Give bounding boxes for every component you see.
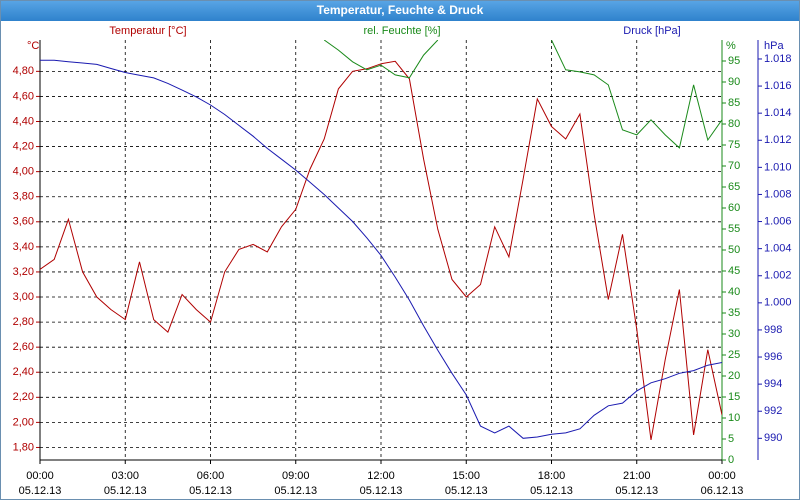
y2-axis-unit: % [726, 40, 736, 52]
x-tick-date: 05.12.13 [615, 485, 658, 497]
x-tick-label: 00:00 [708, 470, 736, 482]
y2-tick-label: 5 [728, 433, 734, 445]
y-tick-label: 4,80 [13, 65, 34, 77]
x-tick-label: 06:00 [197, 470, 225, 482]
y3-tick-label: 990 [764, 432, 782, 444]
x-tick-date: 05.12.13 [104, 485, 147, 497]
y3-tick-label: 994 [764, 378, 782, 390]
y3-tick-label: 1.002 [764, 270, 792, 282]
y2-tick-label: 0 [728, 454, 734, 466]
y3-tick-label: 998 [764, 324, 782, 336]
y-tick-label: 3,80 [13, 191, 34, 203]
y2-tick-label: 50 [728, 244, 740, 256]
y2-tick-label: 15 [728, 391, 740, 403]
plot-lines [40, 40, 722, 440]
y2-tick-label: 35 [728, 307, 740, 319]
x-tick-label: 18:00 [538, 470, 566, 482]
y3-tick-label: 1.008 [764, 188, 792, 200]
y3-tick-label: 1.016 [764, 80, 792, 92]
y2-tick-label: 65 [728, 181, 740, 193]
x-tick-date: 06.12.13 [701, 485, 744, 497]
y-tick-label: 4,00 [13, 166, 34, 178]
y2-tick-label: 70 [728, 160, 740, 172]
legend-entry: Temperatur [°C] [109, 25, 186, 37]
y2-tick-label: 30 [728, 328, 740, 340]
y-tick-label: 4,40 [13, 115, 34, 127]
y-tick-label: 3,20 [13, 266, 34, 278]
y-tick-label: 2,80 [13, 316, 34, 328]
y-tick-label: 3,60 [13, 216, 34, 228]
title-bar [0, 0, 800, 21]
y2-tick-label: 85 [728, 97, 740, 109]
x-tick-label: 12:00 [367, 470, 395, 482]
y3-tick-label: 1.006 [764, 215, 792, 227]
y-tick-label: 4,20 [13, 140, 34, 152]
y3-tick-label: 1.018 [764, 53, 792, 65]
x-tick-date: 05.12.13 [530, 485, 573, 497]
y-tick-label: 1,80 [13, 441, 34, 453]
y3-tick-label: 1.014 [764, 107, 792, 119]
y2-tick-label: 95 [728, 55, 740, 67]
y3-tick-label: 1.012 [764, 134, 792, 146]
y3-tick-label: 1.000 [764, 297, 792, 309]
y2-tick-label: 25 [728, 349, 740, 361]
y3-tick-label: 1.004 [764, 243, 792, 255]
y2-tick-label: 90 [728, 76, 740, 88]
x-tick-label: 21:00 [623, 470, 651, 482]
y3-tick-label: 1.010 [764, 161, 792, 173]
x-tick-date: 05.12.13 [189, 485, 232, 497]
y2-tick-label: 60 [728, 202, 740, 214]
y3-tick-label: 992 [764, 405, 782, 417]
y2-tick-label: 55 [728, 223, 740, 235]
y-tick-label: 2,60 [13, 341, 34, 353]
y-tick-label: 2,20 [13, 391, 34, 403]
x-tick-date: 05.12.13 [274, 485, 317, 497]
y2-tick-label: 40 [728, 286, 740, 298]
y-tick-label: 3,00 [13, 291, 34, 303]
y2-tick-label: 45 [728, 265, 740, 277]
x-tick-label: 15:00 [452, 470, 480, 482]
x-tick-label: 09:00 [282, 470, 310, 482]
x-tick-date: 05.12.13 [19, 485, 62, 497]
y-tick-label: 3,40 [13, 241, 34, 253]
chart-title: Temperatur, Feuchte & Druck [317, 3, 484, 17]
y-tick-label: 4,60 [13, 90, 34, 102]
x-tick-date: 05.12.13 [445, 485, 488, 497]
y2-tick-label: 20 [728, 370, 740, 382]
x-tick-label: 03:00 [111, 470, 139, 482]
legend-entry: Druck [hPa] [623, 25, 680, 37]
y2-tick-label: 75 [728, 139, 740, 151]
series-line [40, 60, 722, 440]
series-line [40, 59, 722, 439]
y3-tick-label: 996 [764, 351, 782, 363]
x-tick-date: 05.12.13 [360, 485, 403, 497]
y-axis-unit: °C [27, 40, 39, 52]
y2-tick-label: 80 [728, 118, 740, 130]
y3-axis-unit: hPa [764, 40, 784, 52]
legend-entry: rel. Feuchte [%] [363, 25, 440, 37]
x-tick-label: 00:00 [26, 470, 54, 482]
series-line [323, 40, 722, 149]
y-tick-label: 2,00 [13, 416, 34, 428]
y-tick-label: 2,40 [13, 366, 34, 378]
y2-tick-label: 10 [728, 412, 740, 424]
